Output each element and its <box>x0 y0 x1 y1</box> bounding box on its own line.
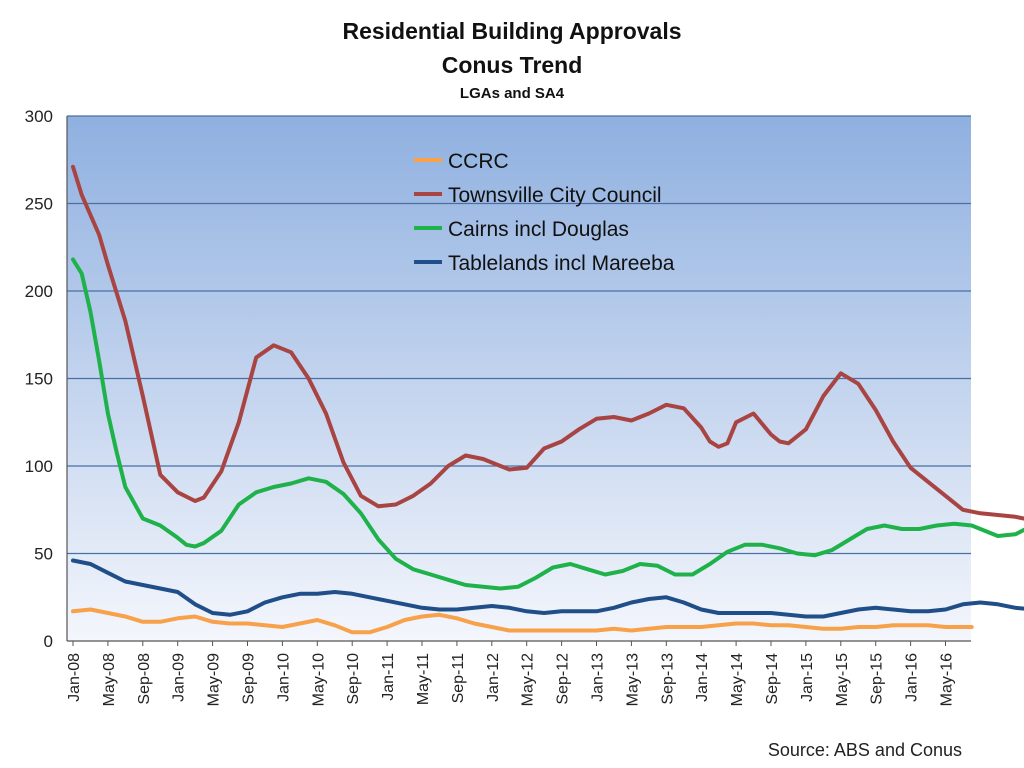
x-tick-label: Jan-12 <box>485 653 502 702</box>
legend-label-cairns-incl-douglas: Cairns incl Douglas <box>448 218 629 241</box>
x-tick-label: Sep-08 <box>136 653 153 705</box>
series-line-cairns-incl-douglas <box>71 257 1024 591</box>
y-tick-label: 200 <box>25 282 53 301</box>
chart-subtitle-secondary: LGAs and SA4 <box>459 85 565 102</box>
legend-label-townsville-city-council: Townsville City Council <box>448 184 662 207</box>
y-tick-label: 300 <box>25 107 53 126</box>
x-tick-label: May-09 <box>206 653 223 706</box>
x-tick-label: Sep-09 <box>241 653 258 705</box>
x-tick-label: Sep-12 <box>555 653 572 705</box>
legend-label-tablelands-incl-mareeba: Tablelands incl Mareeba <box>448 252 675 275</box>
x-tick-label: Jan-11 <box>380 653 397 701</box>
chart-subtitle: Conus Trend <box>441 52 583 78</box>
series-line-townsville-city-council <box>71 164 1024 521</box>
y-tick-label: 0 <box>44 632 53 651</box>
x-tick-label: Jan-08 <box>66 653 83 702</box>
y-tick-label: 100 <box>25 457 53 476</box>
x-tick-label: Jan-14 <box>694 653 711 702</box>
x-tick-label: Sep-10 <box>345 653 362 705</box>
x-tick-label: Jan-09 <box>171 653 188 702</box>
y-tick-label: 250 <box>25 195 53 214</box>
chart-title-block: Residential Building Approvals Conus Tre… <box>0 14 1024 106</box>
x-tick-label: Sep-11 <box>450 653 467 704</box>
x-tick-label: Jan-15 <box>799 653 816 702</box>
x-tick-label: May-15 <box>834 653 851 706</box>
legend-label-ccrc: CCRC <box>448 150 509 173</box>
x-tick-label: May-11 <box>415 653 432 705</box>
x-tick-label: May-13 <box>624 653 641 706</box>
x-tick-label: Jan-10 <box>275 653 292 702</box>
y-tick-label: 50 <box>34 545 53 564</box>
x-tick-label: May-08 <box>101 653 118 706</box>
x-tick-label: Sep-13 <box>659 653 676 705</box>
x-tick-label: Jan-16 <box>904 653 921 702</box>
series-line-ccrc <box>71 607 974 635</box>
x-tick-label: May-10 <box>310 653 327 706</box>
x-tick-label: Sep-15 <box>869 653 886 705</box>
source-note: Source: ABS and Conus <box>767 740 962 760</box>
series-line-tablelands-incl-mareeba <box>71 558 1024 619</box>
x-tick-label: May-16 <box>939 653 956 706</box>
x-tick-label: Jan-13 <box>590 653 607 702</box>
y-tick-label: 150 <box>25 370 53 389</box>
chart-title: Residential Building Approvals <box>342 18 682 44</box>
x-tick-label: May-12 <box>520 653 537 706</box>
x-tick-label: May-14 <box>729 653 746 706</box>
x-tick-label: Sep-14 <box>764 653 781 705</box>
